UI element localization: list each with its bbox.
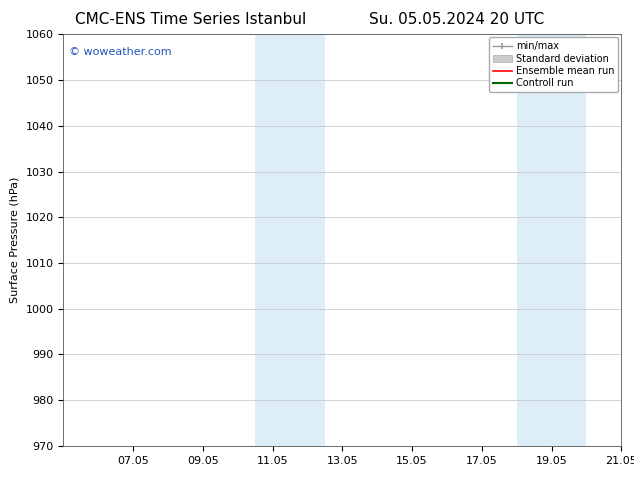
Bar <box>255 34 325 446</box>
Text: Su. 05.05.2024 20 UTC: Su. 05.05.2024 20 UTC <box>369 12 544 27</box>
Text: © woweather.com: © woweather.com <box>69 47 172 57</box>
Y-axis label: Surface Pressure (hPa): Surface Pressure (hPa) <box>10 177 20 303</box>
Legend: min/max, Standard deviation, Ensemble mean run, Controll run: min/max, Standard deviation, Ensemble me… <box>489 37 618 92</box>
Bar <box>517 34 586 446</box>
Text: CMC-ENS Time Series Istanbul: CMC-ENS Time Series Istanbul <box>75 12 306 27</box>
